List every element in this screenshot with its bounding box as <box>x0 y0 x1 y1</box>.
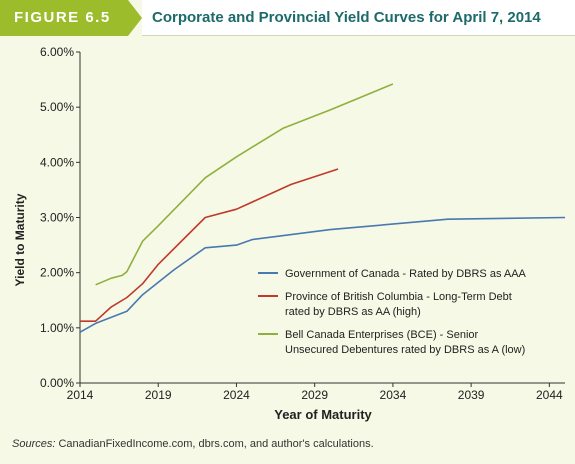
x-tick-label: 2014 <box>67 388 94 402</box>
y-tick-label: 0.00% <box>40 376 74 390</box>
legend-label: Province of British Columbia - Long-Term… <box>285 291 512 303</box>
x-axis-label: Year of Maturity <box>274 407 372 422</box>
x-tick-label: 2019 <box>145 388 172 402</box>
figure-label-arrow <box>128 0 142 36</box>
x-tick-label: 2044 <box>536 388 563 402</box>
legend-label: Unsecured Debentures rated by DBRS as A … <box>285 344 525 356</box>
y-tick-label: 3.00% <box>40 211 74 225</box>
x-tick-label: 2029 <box>301 388 328 402</box>
sources-text: CanadianFixedIncome.com, dbrs.com, and a… <box>58 438 374 450</box>
y-tick-label: 4.00% <box>40 155 74 169</box>
legend-label: Government of Canada - Rated by DBRS as … <box>285 268 527 280</box>
series-layer <box>79 83 566 333</box>
y-tick-label: 6.00% <box>40 45 74 59</box>
x-tick-label: 2024 <box>223 388 250 402</box>
sources-note: Sources: CanadianFixedIncome.com, dbrs.c… <box>12 438 374 450</box>
series-line-bc <box>80 168 339 322</box>
legend-label: rated by DBRS as AA (high) <box>285 306 421 318</box>
x-tick-label: 2034 <box>380 388 407 402</box>
chart-area: 0.00% 1.00% 2.00% 3.00% 4.00% 5.00% 6.00% 2014 2… <box>0 36 575 428</box>
figure-label: FIGURE 6.5 <box>0 0 128 36</box>
series-line-bce <box>95 83 394 286</box>
y-tick-label: 5.00% <box>40 100 74 114</box>
series-line-gov <box>79 216 566 333</box>
y-tick-label: 2.00% <box>40 266 74 280</box>
yield-curve-chart: 0.00% 1.00% 2.00% 3.00% 4.00% 5.00% 6.00% 2014 2… <box>13 45 566 422</box>
legend-label: Bell Canada Enterprises (BCE) - Senior <box>285 329 479 341</box>
figure-header: FIGURE 6.5 Corporate and Provincial Yiel… <box>0 0 575 36</box>
sources-label: Sources: <box>12 438 56 450</box>
chart-title: Corporate and Provincial Yield Curves fo… <box>142 0 575 36</box>
x-tick-label: 2039 <box>458 388 485 402</box>
axes: 0.00% 1.00% 2.00% 3.00% 4.00% 5.00% 6.00% 2014 2… <box>40 45 565 402</box>
y-tick-label: 1.00% <box>40 321 74 335</box>
y-axis-label: Yield to Maturity <box>13 193 27 286</box>
legend: Government of Canada - Rated by DBRS as … <box>258 268 527 356</box>
